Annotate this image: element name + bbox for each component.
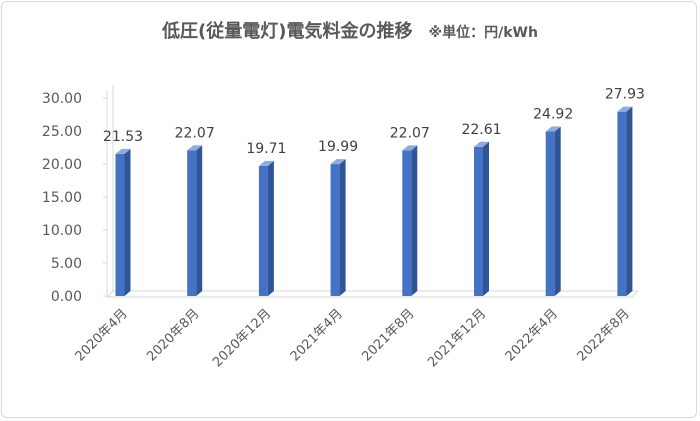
bar-front: [258, 165, 268, 296]
x-category-label: 2022年8月: [574, 306, 632, 364]
data-label: 21.53: [103, 129, 143, 145]
chart-header: 低圧(従量電灯)電気料金の推移 ※単位：円/kWh: [0, 17, 700, 43]
y-tick-label: 15.00: [42, 190, 82, 206]
bar-front: [187, 150, 197, 296]
bar-top: [330, 159, 346, 165]
data-labels: 21.53 22.07 19.71 19.99 22.07 22.61 24.92 27.93: [103, 87, 645, 157]
bar-front: [402, 150, 412, 296]
data-label: 19.99: [318, 139, 358, 155]
bar-front: [115, 153, 125, 296]
bar: [330, 159, 346, 296]
bar-side: [124, 148, 131, 296]
y-tick-label: 30.00: [42, 91, 82, 107]
x-category-label: 2021年4月: [288, 306, 346, 364]
bar-side: [626, 106, 633, 296]
bar-front: [330, 164, 340, 296]
chart-title: 低圧(従量電灯)電気料金の推移: [162, 21, 413, 42]
bar-top: [474, 141, 489, 147]
x-category-label: 2020年4月: [73, 306, 131, 364]
bar-top: [402, 145, 418, 151]
bar: [617, 106, 633, 296]
x-category-label: 2021年8月: [359, 306, 417, 364]
y-tick-label: 10.00: [42, 223, 82, 239]
bar: [402, 145, 418, 296]
x-category-label: 2020年8月: [144, 306, 202, 364]
data-label: 24.92: [533, 107, 573, 123]
bar-side: [411, 145, 418, 296]
data-label: 22.07: [175, 125, 215, 141]
bar: [187, 145, 203, 296]
bar-top: [187, 145, 203, 151]
bar-top: [258, 160, 274, 166]
bar-side: [196, 145, 203, 296]
data-label: 22.61: [461, 122, 501, 138]
y-tick-label: 0.00: [51, 289, 82, 305]
floor-depth-edge: [106, 290, 114, 298]
data-label: 22.07: [390, 125, 430, 141]
y-tick-label: 5.00: [51, 256, 82, 272]
bar-top: [115, 148, 131, 154]
bar-front: [617, 111, 627, 296]
bar-side: [339, 159, 346, 296]
y-tick-label: 20.00: [42, 157, 82, 173]
bar-front: [474, 146, 483, 296]
data-label: 19.71: [246, 141, 286, 157]
floor-right-edge: [631, 290, 639, 298]
y-tick-label: 25.00: [42, 124, 82, 140]
bar-front: [545, 131, 555, 296]
y-axis-ticks: 0.00 5.00 10.00 15.00 20.00 25.00 30.00: [42, 91, 107, 305]
x-category-label: 2022年4月: [503, 306, 561, 364]
x-category-label: 2020年12月: [210, 306, 274, 370]
bar-top: [545, 126, 561, 132]
data-label: 27.93: [605, 87, 645, 103]
bar: [545, 126, 561, 296]
bar-top: [617, 106, 633, 112]
chart-unit-note: ※単位：円/kWh: [428, 25, 538, 41]
bar: [115, 148, 131, 296]
bar-side: [267, 160, 274, 296]
bar-series: [115, 106, 633, 296]
x-axis-labels: 2020年4月 2020年8月 2020年12月 2021年4月 2021年8月 2021…: [73, 306, 633, 370]
bar-side: [483, 141, 489, 296]
bar: [258, 160, 274, 296]
x-category-label: 2021年12月: [425, 306, 489, 370]
bar: [474, 141, 489, 296]
bar-side: [554, 126, 561, 296]
